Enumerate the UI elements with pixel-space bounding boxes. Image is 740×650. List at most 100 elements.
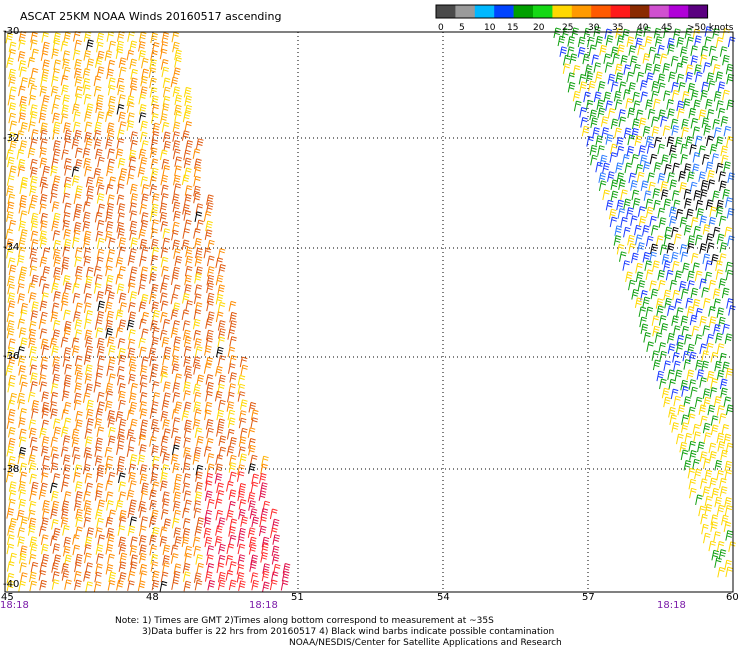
wind-barb bbox=[129, 58, 137, 70]
wind-barb bbox=[673, 360, 681, 372]
wind-barb bbox=[724, 505, 733, 516]
wind-barb bbox=[184, 167, 192, 179]
wind-barb bbox=[649, 251, 657, 263]
wind-barb bbox=[73, 500, 82, 511]
wind-barb bbox=[616, 199, 624, 211]
wind-barb bbox=[689, 450, 697, 461]
wind-barb bbox=[697, 441, 705, 453]
wind-barb bbox=[119, 552, 128, 564]
wind-barb bbox=[724, 559, 732, 571]
wind-barb bbox=[589, 109, 597, 121]
wind-barb bbox=[228, 561, 237, 572]
wind-barb bbox=[699, 343, 708, 355]
wind-barb bbox=[96, 291, 104, 302]
wind-barb bbox=[620, 189, 628, 200]
wind-barb bbox=[126, 95, 135, 107]
wind-barb bbox=[567, 72, 576, 83]
wind-barb bbox=[29, 346, 37, 357]
wind-barb bbox=[51, 562, 59, 573]
wind-barb bbox=[173, 491, 181, 503]
wind-barb bbox=[248, 536, 257, 548]
wind-barb bbox=[115, 309, 124, 320]
wind-barb bbox=[95, 102, 103, 113]
wind-barb bbox=[183, 149, 191, 161]
wind-barb bbox=[681, 126, 689, 138]
wind-barb bbox=[640, 323, 649, 335]
wind-barb bbox=[608, 208, 617, 220]
wind-barb bbox=[18, 60, 27, 71]
wind-barb bbox=[27, 525, 36, 536]
colorbar-tick-label: 35 bbox=[612, 23, 623, 33]
wind-barb bbox=[7, 193, 16, 205]
colorbar-tick-label: 20 bbox=[533, 23, 545, 33]
wind-barb bbox=[137, 166, 146, 178]
wind-barb bbox=[623, 89, 631, 100]
wind-barb bbox=[96, 248, 105, 260]
wind-barb bbox=[194, 273, 202, 284]
wind-barb bbox=[181, 309, 190, 321]
wind-barb bbox=[160, 184, 169, 196]
wind-barb bbox=[95, 230, 104, 242]
wind-barb bbox=[616, 243, 625, 255]
wind-barb bbox=[185, 300, 193, 311]
wind-barb bbox=[680, 251, 689, 263]
wind-barb bbox=[116, 77, 125, 89]
wind-barb bbox=[148, 516, 157, 528]
wind-barb bbox=[654, 36, 663, 47]
wind-barb bbox=[162, 544, 171, 556]
wind-barb bbox=[129, 248, 137, 259]
wind-barb bbox=[62, 545, 71, 557]
wind-barb bbox=[721, 287, 730, 299]
wind-barb bbox=[6, 185, 14, 196]
wind-barb bbox=[610, 81, 619, 92]
wind-barb bbox=[598, 180, 607, 191]
wind-barb bbox=[667, 108, 675, 119]
wind-barb bbox=[6, 57, 14, 68]
wind-barb bbox=[118, 536, 126, 548]
wind-barb bbox=[172, 140, 181, 151]
wind-barb bbox=[85, 383, 93, 394]
wind-barb bbox=[666, 99, 674, 110]
wind-barb bbox=[19, 183, 28, 195]
wind-barb bbox=[29, 490, 37, 502]
wind-barb bbox=[705, 98, 713, 110]
wind-barb bbox=[642, 161, 651, 173]
wind-barb bbox=[705, 199, 714, 210]
wind-barb bbox=[151, 246, 160, 258]
wind-barb bbox=[215, 454, 223, 466]
wind-barb bbox=[237, 490, 245, 502]
wind-barb bbox=[193, 192, 201, 204]
wind-barb bbox=[38, 112, 47, 124]
wind-barb bbox=[684, 334, 692, 345]
wind-barb bbox=[96, 184, 105, 196]
wind-barb bbox=[205, 391, 213, 402]
wind-barb bbox=[74, 129, 82, 141]
wind-barb bbox=[642, 126, 651, 137]
wind-barb bbox=[247, 527, 256, 538]
wind-barb bbox=[671, 190, 680, 201]
wind-barb bbox=[29, 364, 38, 376]
map-frame bbox=[4, 31, 734, 593]
wind-barb bbox=[248, 438, 256, 449]
wind-barb bbox=[675, 433, 684, 445]
wind-barb bbox=[29, 265, 38, 277]
wind-barb bbox=[218, 571, 226, 583]
wind-barb bbox=[627, 234, 635, 246]
wind-barb bbox=[74, 93, 83, 104]
wind-barb bbox=[249, 561, 257, 572]
wind-barb bbox=[687, 82, 696, 94]
wind-barb bbox=[229, 311, 237, 323]
wind-barb bbox=[52, 39, 61, 51]
wind-barb bbox=[162, 498, 170, 509]
wind-barb bbox=[719, 378, 728, 390]
wind-barb bbox=[93, 283, 102, 294]
wind-barb bbox=[214, 535, 223, 547]
wind-barb bbox=[160, 571, 169, 583]
wind-barb-swaths bbox=[5, 26, 736, 593]
wind-barb bbox=[652, 325, 660, 337]
wind-barb bbox=[174, 156, 183, 167]
wind-barb bbox=[40, 220, 48, 231]
wind-barb bbox=[637, 242, 645, 253]
wind-barb bbox=[9, 140, 17, 152]
wind-barb bbox=[128, 463, 137, 475]
